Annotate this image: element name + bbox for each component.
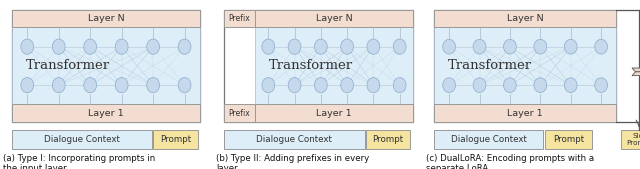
Ellipse shape xyxy=(84,39,97,54)
Text: (c) DualLoRA: Encoding prompts with a
separate LoRA.: (c) DualLoRA: Encoding prompts with a se… xyxy=(426,154,594,169)
Ellipse shape xyxy=(115,78,128,93)
Ellipse shape xyxy=(21,39,34,54)
Ellipse shape xyxy=(473,78,486,92)
FancyBboxPatch shape xyxy=(12,104,200,122)
Ellipse shape xyxy=(443,39,456,54)
FancyBboxPatch shape xyxy=(224,104,255,122)
Ellipse shape xyxy=(340,39,353,54)
Text: Dialogue Context: Dialogue Context xyxy=(44,135,120,144)
FancyBboxPatch shape xyxy=(545,130,592,149)
Ellipse shape xyxy=(147,78,159,93)
Text: Transformer: Transformer xyxy=(269,59,353,72)
Text: Transformer: Transformer xyxy=(448,59,532,72)
Ellipse shape xyxy=(595,78,607,92)
FancyBboxPatch shape xyxy=(255,104,413,122)
Polygon shape xyxy=(632,68,640,72)
Ellipse shape xyxy=(262,78,275,93)
Ellipse shape xyxy=(504,78,516,92)
Text: Prefix: Prefix xyxy=(228,108,250,117)
FancyBboxPatch shape xyxy=(224,130,365,149)
FancyBboxPatch shape xyxy=(255,27,413,104)
Ellipse shape xyxy=(262,39,275,54)
Text: (b) Type II: Adding prefixes in every
layer.: (b) Type II: Adding prefixes in every la… xyxy=(216,154,369,169)
Ellipse shape xyxy=(147,39,159,54)
Ellipse shape xyxy=(288,39,301,54)
Ellipse shape xyxy=(84,78,97,93)
Text: Layer N: Layer N xyxy=(316,14,352,23)
Ellipse shape xyxy=(504,39,516,54)
Text: Transformer: Transformer xyxy=(26,59,109,72)
Text: Layer N: Layer N xyxy=(88,14,124,23)
FancyBboxPatch shape xyxy=(12,10,200,122)
Text: Prompt: Prompt xyxy=(553,135,584,144)
FancyBboxPatch shape xyxy=(12,130,152,149)
Ellipse shape xyxy=(367,39,380,54)
FancyBboxPatch shape xyxy=(12,10,200,27)
FancyBboxPatch shape xyxy=(224,10,413,122)
Ellipse shape xyxy=(534,78,547,92)
FancyBboxPatch shape xyxy=(434,130,543,149)
Ellipse shape xyxy=(115,39,128,54)
Polygon shape xyxy=(632,72,640,76)
FancyBboxPatch shape xyxy=(434,10,616,27)
FancyBboxPatch shape xyxy=(434,10,616,122)
FancyBboxPatch shape xyxy=(366,130,410,149)
Text: Slot
Prompt: Slot Prompt xyxy=(626,133,640,146)
Text: Layer 1: Layer 1 xyxy=(316,108,352,117)
Ellipse shape xyxy=(178,78,191,93)
Text: Prompt: Prompt xyxy=(160,135,191,144)
FancyBboxPatch shape xyxy=(434,104,616,122)
Ellipse shape xyxy=(473,39,486,54)
Ellipse shape xyxy=(564,78,577,92)
FancyBboxPatch shape xyxy=(12,27,200,104)
Text: Layer 1: Layer 1 xyxy=(508,108,543,117)
Text: Dialogue Context: Dialogue Context xyxy=(451,135,527,144)
Text: Layer 1: Layer 1 xyxy=(88,108,124,117)
Ellipse shape xyxy=(564,39,577,54)
Ellipse shape xyxy=(393,39,406,54)
FancyBboxPatch shape xyxy=(434,27,616,104)
FancyBboxPatch shape xyxy=(255,10,413,27)
Ellipse shape xyxy=(595,39,607,54)
Text: Dialogue Context: Dialogue Context xyxy=(257,135,332,144)
Ellipse shape xyxy=(178,39,191,54)
FancyBboxPatch shape xyxy=(154,130,198,149)
Ellipse shape xyxy=(340,78,353,93)
Text: (a) Type I: Incorporating prompts in
the input layer.: (a) Type I: Incorporating prompts in the… xyxy=(3,154,156,169)
Ellipse shape xyxy=(52,39,65,54)
Text: Layer N: Layer N xyxy=(507,14,543,23)
FancyBboxPatch shape xyxy=(224,10,255,27)
FancyBboxPatch shape xyxy=(621,130,640,149)
Ellipse shape xyxy=(367,78,380,93)
Ellipse shape xyxy=(393,78,406,93)
Ellipse shape xyxy=(314,39,327,54)
Ellipse shape xyxy=(534,39,547,54)
Ellipse shape xyxy=(288,78,301,93)
Text: Prompt: Prompt xyxy=(372,135,404,144)
Ellipse shape xyxy=(52,78,65,93)
Text: Prefix: Prefix xyxy=(228,14,250,23)
Ellipse shape xyxy=(443,78,456,92)
Ellipse shape xyxy=(314,78,327,93)
Ellipse shape xyxy=(21,78,34,93)
